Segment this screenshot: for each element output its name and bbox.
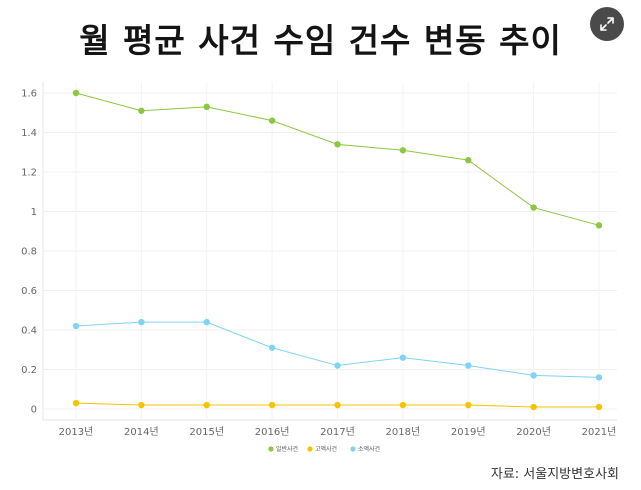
y-tick-label: 0 [31, 405, 37, 416]
x-tick-label: 2018년 [386, 426, 421, 438]
data-point [465, 362, 472, 369]
data-point [138, 107, 145, 114]
y-tick-label: 0.4 [21, 326, 37, 337]
y-tick-label: 1.4 [21, 128, 37, 139]
y-tick-label: 1.6 [21, 89, 37, 100]
data-point [268, 344, 276, 351]
expand-arrows-icon [600, 17, 614, 31]
data-point [72, 89, 80, 97]
y-tick-label: 1 [31, 207, 37, 218]
chart-title: 월 평균 사건 수임 건수 변동 추이 [79, 21, 562, 60]
data-point [530, 403, 537, 411]
legend-marker [350, 446, 356, 452]
data-point [268, 117, 276, 124]
x-tick-label: 2014년 [124, 426, 159, 438]
x-tick-label: 2015년 [189, 426, 224, 438]
y-tick-label: 0.2 [21, 365, 37, 376]
legend-label: 일반사건 [276, 445, 298, 453]
data-point [399, 401, 407, 409]
data-point [465, 156, 472, 164]
data-point [203, 401, 210, 409]
data-point [530, 372, 537, 379]
data-point [399, 147, 407, 154]
data-point [595, 403, 603, 411]
legend-label: 고액사건 [315, 445, 337, 453]
axes: 0 0.2 0.4 0.6 0.8 1 1.2 1.4 1.6 2013년 2014년 2015년 20… [21, 89, 616, 439]
x-tick-label: 2019년 [451, 426, 486, 438]
data-point [530, 204, 537, 211]
x-tick-label: 2017년 [320, 426, 355, 438]
x-tick-label: 2021년 [582, 426, 617, 438]
x-tick-label: 2013년 [59, 426, 94, 438]
data-point [72, 399, 80, 407]
data-point [595, 222, 603, 229]
expand-button[interactable] [590, 7, 624, 41]
data-point [72, 322, 80, 330]
data-point [334, 362, 341, 369]
legend-marker [307, 446, 313, 452]
series-lines [72, 89, 603, 411]
y-tick-label: 0.6 [21, 286, 37, 297]
data-point [203, 318, 210, 326]
data-point [465, 401, 472, 409]
data-point [595, 374, 603, 381]
data-point [138, 318, 145, 326]
data-point [138, 401, 145, 409]
x-tick-label: 2016년 [255, 426, 290, 438]
legend: 일반사건 고액사건 소액사건 [268, 445, 380, 453]
data-point [203, 103, 210, 111]
data-point [334, 141, 341, 148]
x-tick-label: 2020년 [516, 426, 551, 438]
y-tick-label: 1.2 [21, 168, 37, 179]
data-point [399, 354, 407, 361]
data-point [334, 401, 341, 409]
legend-marker [268, 446, 274, 452]
y-tick-label: 0.8 [21, 247, 37, 258]
grid [42, 82, 617, 421]
source-note: 자료: 서울지방변호사회 [490, 467, 619, 482]
legend-label: 소액사건 [358, 445, 380, 453]
data-point [268, 401, 276, 409]
